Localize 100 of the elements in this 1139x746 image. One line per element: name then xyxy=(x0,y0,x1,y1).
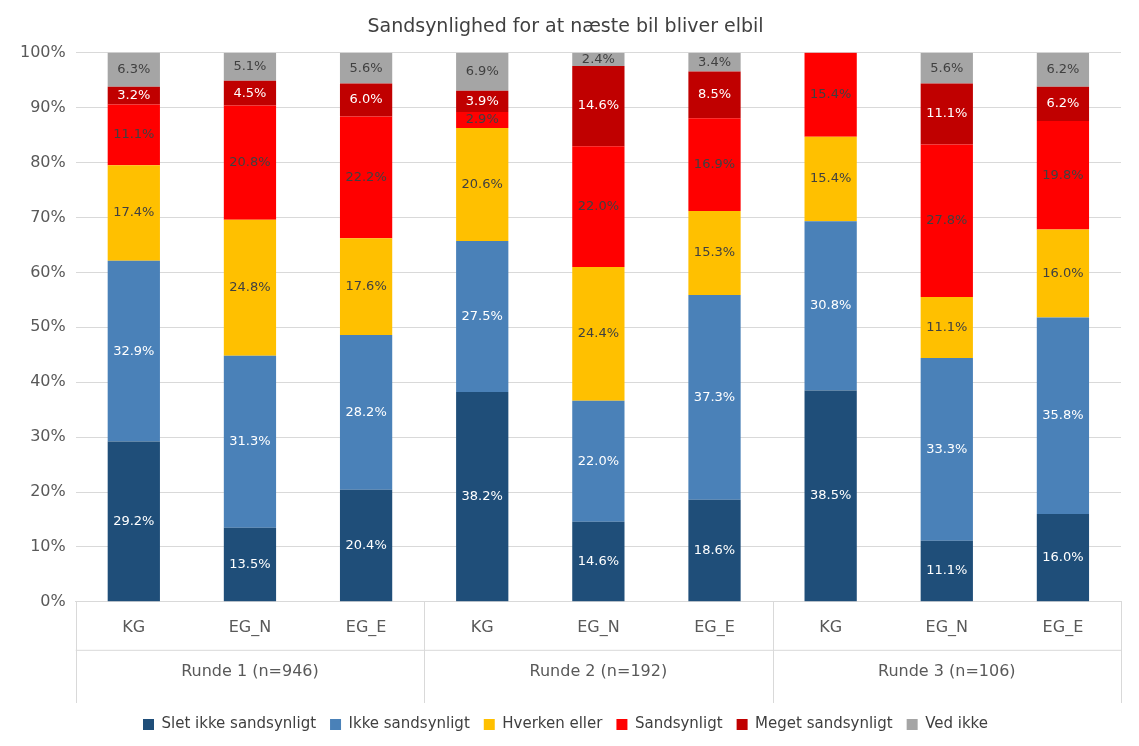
data-label: 22.0% xyxy=(577,197,620,213)
bar xyxy=(223,52,277,81)
data-label: 4.5% xyxy=(233,84,267,100)
bar xyxy=(688,294,741,500)
y-tick-label: 0% xyxy=(40,590,66,610)
legend-label: Ved ikke xyxy=(925,714,989,733)
legend-label: Ikke sandsynligt xyxy=(348,714,470,733)
y-tick-label: 50% xyxy=(30,316,66,336)
data-label: 31.3% xyxy=(229,433,271,449)
bar xyxy=(804,52,857,137)
data-label: 20.6% xyxy=(461,175,503,191)
bar xyxy=(223,527,277,602)
data-label: 15.4% xyxy=(809,85,852,101)
data-label: 16.0% xyxy=(1042,264,1084,280)
bar xyxy=(1036,52,1090,87)
data-label: 15.4% xyxy=(809,170,852,186)
legend-label: Hverken eller xyxy=(502,714,604,733)
bar xyxy=(223,219,277,356)
text: Runde 2 (n=192) xyxy=(529,660,668,680)
data-label: 6.2% xyxy=(1046,61,1080,77)
bar xyxy=(572,266,625,401)
bar xyxy=(572,521,625,602)
bar xyxy=(920,83,973,145)
data-label: 11.1% xyxy=(926,318,968,334)
data-label: 11.1% xyxy=(926,562,968,578)
y-tick-label: 10% xyxy=(30,536,66,556)
bar xyxy=(339,489,393,602)
bar xyxy=(107,260,160,442)
bar xyxy=(920,540,973,602)
data-label: 38.5% xyxy=(809,487,852,503)
x-tick-label: EG_E xyxy=(1042,616,1084,637)
data-label: 19.8% xyxy=(1042,166,1084,182)
legend-label: Meget sandsynligt xyxy=(755,714,893,733)
data-label: 22.2% xyxy=(345,168,387,184)
bar xyxy=(1036,317,1090,514)
data-label: 11.1% xyxy=(113,126,155,142)
data-label: 5.6% xyxy=(930,59,964,75)
bar xyxy=(456,128,509,242)
bar xyxy=(804,221,857,391)
y-tick-label: 80% xyxy=(30,151,66,171)
data-label: 17.6% xyxy=(345,278,387,294)
data-label: 29.2% xyxy=(113,512,155,528)
bar xyxy=(1036,513,1090,602)
bar xyxy=(456,241,509,393)
x-tick-label: EG_N xyxy=(577,616,620,637)
bar xyxy=(920,52,973,84)
bar xyxy=(804,136,857,222)
y-tick-label: 100% xyxy=(19,41,66,61)
y-tick-label: 20% xyxy=(30,481,66,501)
data-label: 24.4% xyxy=(577,325,620,341)
legend-label: Sandsynligt xyxy=(634,714,723,733)
data-label: 5.6% xyxy=(349,59,383,75)
bar xyxy=(572,146,625,267)
data-label: 32.9% xyxy=(113,342,155,358)
data-label: 18.6% xyxy=(693,541,736,557)
x-tick-label: EG_E xyxy=(345,616,387,637)
bar xyxy=(688,210,741,295)
bar xyxy=(456,392,509,602)
x-tick-label: EG_N xyxy=(925,616,969,637)
x-tick-label: KG xyxy=(819,616,843,636)
data-label: 17.4% xyxy=(113,204,155,220)
data-label: 27.5% xyxy=(461,307,503,323)
bar xyxy=(572,65,625,147)
bar xyxy=(920,297,973,359)
bar xyxy=(688,118,741,211)
bar xyxy=(223,105,277,220)
data-label: 33.3% xyxy=(926,440,968,456)
data-label: 3.9% xyxy=(465,92,499,108)
data-label: 38.2% xyxy=(461,488,503,504)
data-label: 14.6% xyxy=(577,552,620,568)
bar xyxy=(223,355,277,528)
data-label: 30.8% xyxy=(809,297,852,313)
bar xyxy=(339,52,393,84)
data-label: 35.8% xyxy=(1042,407,1084,423)
text: Runde 3 (n=106) xyxy=(877,660,1016,680)
data-label: 20.4% xyxy=(345,536,387,552)
data-label: 2.9% xyxy=(465,111,499,127)
data-label: 11.1% xyxy=(926,105,968,121)
x-tick-label: EG_E xyxy=(694,616,735,637)
data-label: 3.4% xyxy=(698,53,732,69)
y-tick-label: 60% xyxy=(30,261,66,281)
y-tick-label: 30% xyxy=(30,426,66,446)
data-label: 22.0% xyxy=(577,452,620,468)
bar xyxy=(107,104,160,166)
data-label: 27.8% xyxy=(926,212,968,228)
bar xyxy=(339,238,393,335)
data-label: 6.9% xyxy=(465,63,499,79)
bar xyxy=(688,71,741,119)
data-label: 13.5% xyxy=(229,555,271,571)
bar xyxy=(688,499,741,602)
bar xyxy=(339,116,393,239)
bar xyxy=(1036,86,1090,121)
bar xyxy=(804,390,857,602)
bar xyxy=(920,144,973,298)
text: Runde 1 (n=946) xyxy=(181,660,319,680)
x-tick-label: KG xyxy=(470,616,494,636)
bar xyxy=(107,165,160,261)
bar xyxy=(572,400,625,522)
legend-label: Slet ikke sandsynligt xyxy=(161,714,317,733)
bar xyxy=(339,334,393,490)
